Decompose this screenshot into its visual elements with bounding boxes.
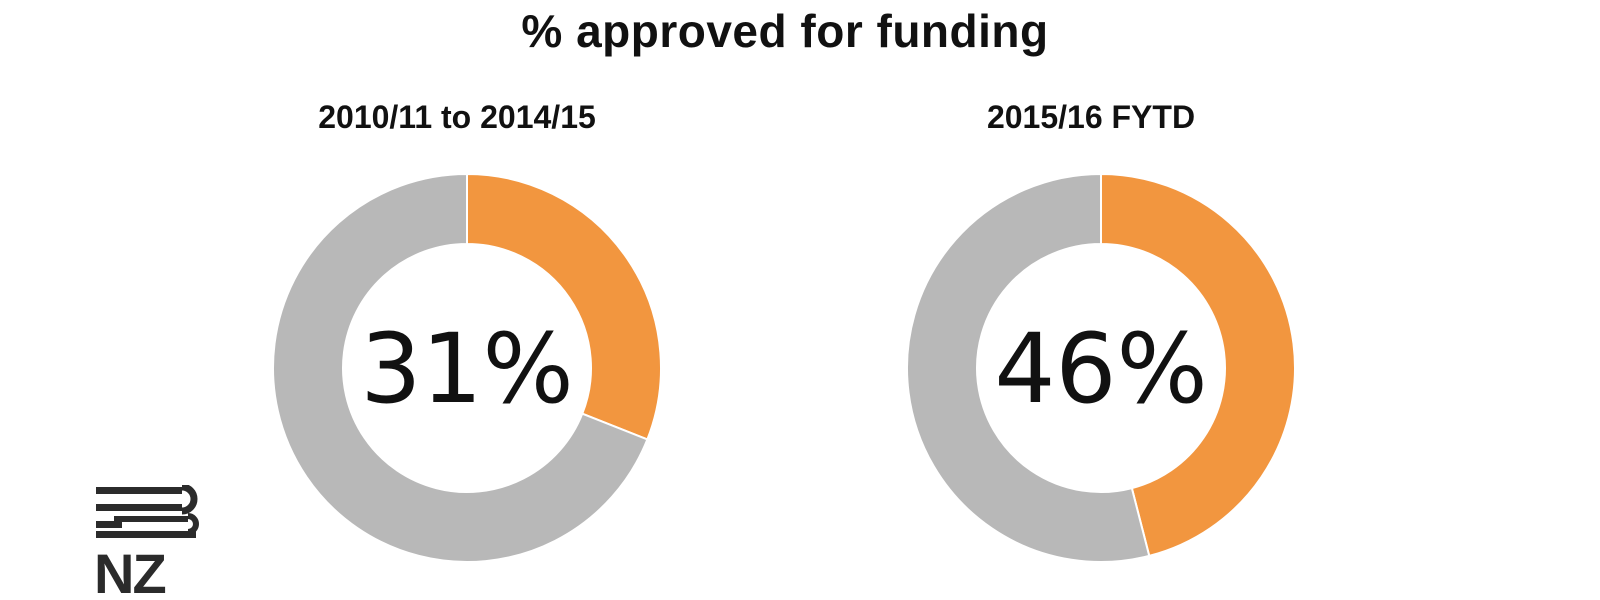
chart-subtitle-right: 2015/16 FYTD xyxy=(986,99,1196,135)
donut-chart-right: 46% xyxy=(906,172,1296,563)
donut-chart-left: 31% xyxy=(272,172,662,563)
donut-right-slices xyxy=(906,172,1296,563)
chart-title: % approved for funding xyxy=(521,5,1049,57)
donut-left-slice-0 xyxy=(466,172,662,441)
donut-right-center-label: 46% xyxy=(994,313,1207,425)
logo-text: NZ xyxy=(96,542,165,595)
donut-left-center-label: 31% xyxy=(360,313,573,425)
donut-left-slices xyxy=(272,172,662,563)
chart-subtitle-left: 2010/11 to 2014/15 xyxy=(318,99,596,135)
donut-right-slice-0 xyxy=(1100,172,1296,558)
donut-left-slice-1 xyxy=(272,172,649,563)
nz-brand-logo-icon: NZ xyxy=(96,485,199,595)
donut-right-slice-1 xyxy=(906,172,1151,563)
